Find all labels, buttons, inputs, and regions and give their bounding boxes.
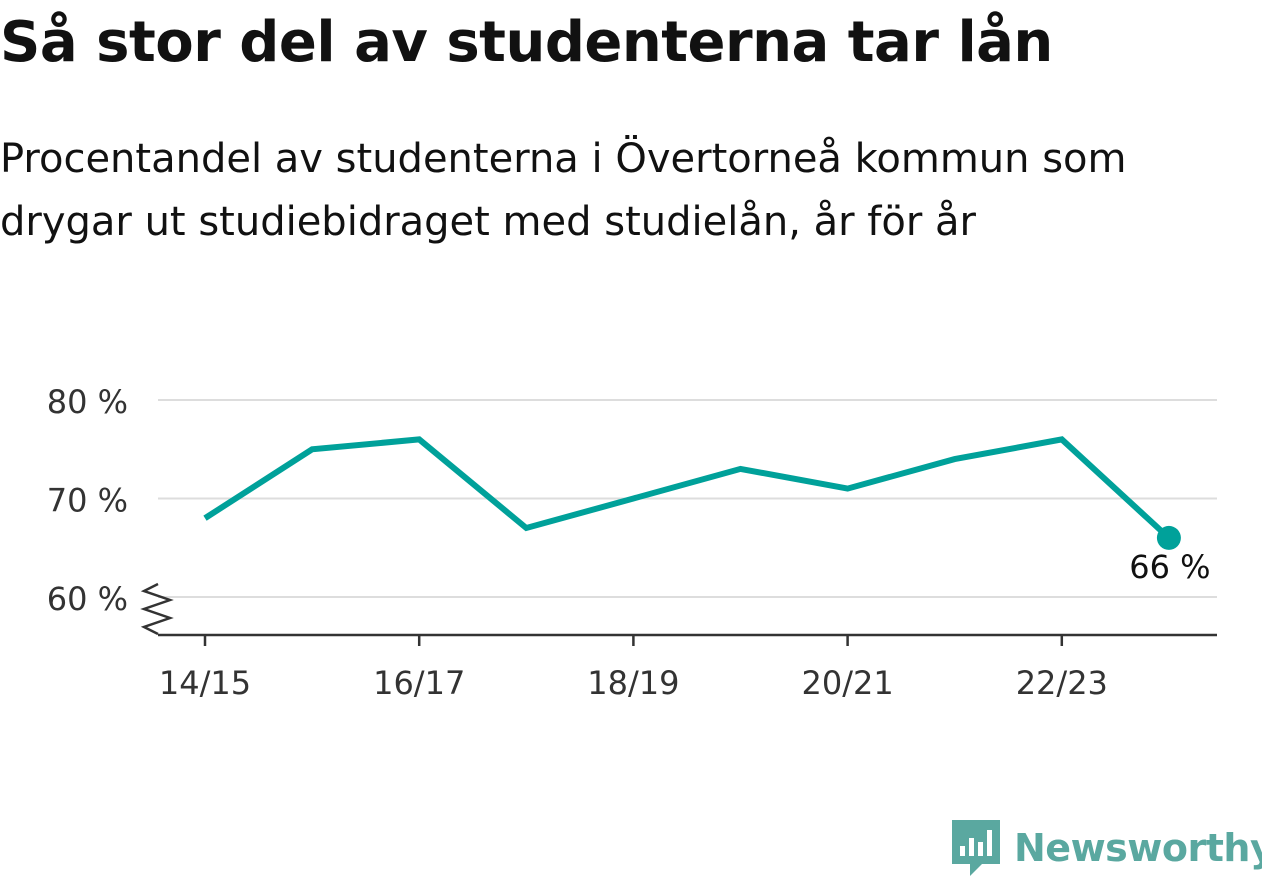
x-tick-label: 22/23: [1016, 664, 1108, 702]
chart-title: Så stor del av studenterna tar lån: [0, 10, 1053, 75]
x-tick-label: 20/21: [801, 664, 893, 702]
x-axis: [140, 582, 1217, 646]
y-tick-label: 70 %: [47, 482, 128, 520]
end-value-label: 66 %: [1129, 548, 1210, 586]
axis-labels: 60 % 70 % 80 % 14/15 16/17 18/19 20/21 22/23: [47, 383, 1108, 702]
series-line: [203, 436, 1171, 541]
end-point-marker: [1156, 525, 1181, 550]
brand-logo: Newsworthy: [950, 818, 1262, 878]
x-tick-label: 14/15: [159, 664, 251, 702]
chart-subtitle: Procentandel av studenterna i Övertorneå…: [0, 136, 1127, 245]
y-tick-label: 80 %: [47, 383, 128, 421]
x-tick-label: 16/17: [373, 664, 465, 702]
brand-name: Newsworthy: [1014, 826, 1262, 870]
axis-break-icon: [140, 582, 174, 636]
x-tick-label: 18/19: [587, 664, 679, 702]
gridlines: [158, 399, 1217, 598]
series-layer: 66 %: [203, 436, 1211, 586]
y-tick-label: 60 %: [47, 580, 128, 618]
newsworthy-logo-icon: [952, 820, 1000, 876]
